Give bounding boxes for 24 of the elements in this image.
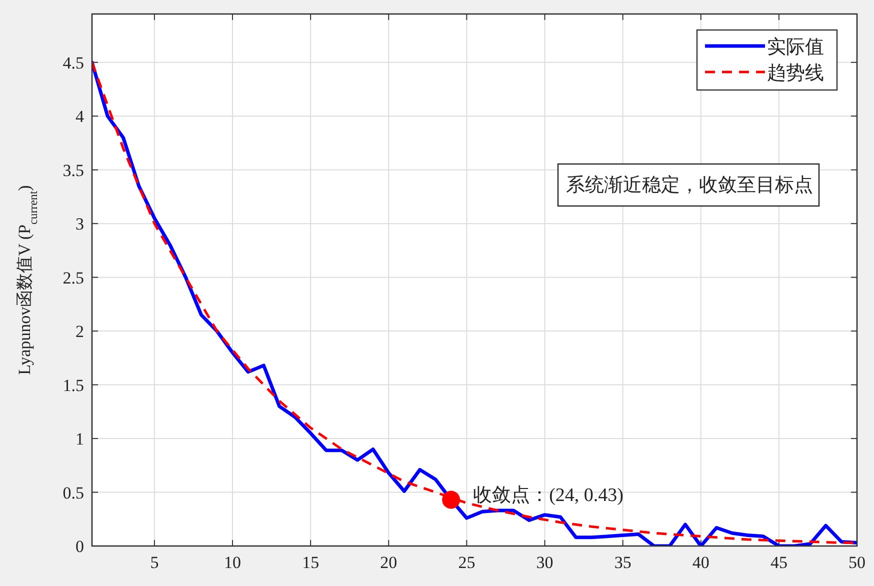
y-tick-label: 0 [76, 537, 84, 556]
x-tick-label: 40 [692, 553, 710, 572]
y-tick-label: 2.5 [62, 268, 84, 288]
annotation: 收敛点：(24, 0.43) [473, 484, 624, 506]
x-tick-label: 35 [614, 553, 632, 572]
x-tick-label: 30 [536, 553, 554, 572]
x-tick-label: 45 [770, 553, 788, 572]
y-tick-label: 4.5 [62, 53, 84, 72]
y-tick-label: 2 [76, 322, 84, 342]
x-tick-label: 50 [848, 553, 866, 572]
y-tick-label: 0.5 [62, 483, 84, 502]
x-tick-label: 20 [380, 553, 398, 572]
y-tick-label: 1 [76, 430, 84, 449]
x-tick-label: 10 [224, 553, 242, 572]
annotation: 系统渐近稳定，收敛至目标点 [566, 174, 813, 196]
x-tick-label: 25 [458, 553, 476, 572]
x-tick-label: 15 [302, 553, 320, 572]
legend-label: 趋势线 [767, 63, 824, 84]
x-tick-label: 5 [150, 553, 159, 572]
legend-label: 实际值 [767, 36, 824, 58]
y-tick-label: 3.5 [62, 160, 84, 180]
y-tick-label: 4 [76, 107, 84, 126]
y-tick-label: 3 [76, 214, 84, 234]
y-tick-label: 1.5 [62, 376, 84, 395]
